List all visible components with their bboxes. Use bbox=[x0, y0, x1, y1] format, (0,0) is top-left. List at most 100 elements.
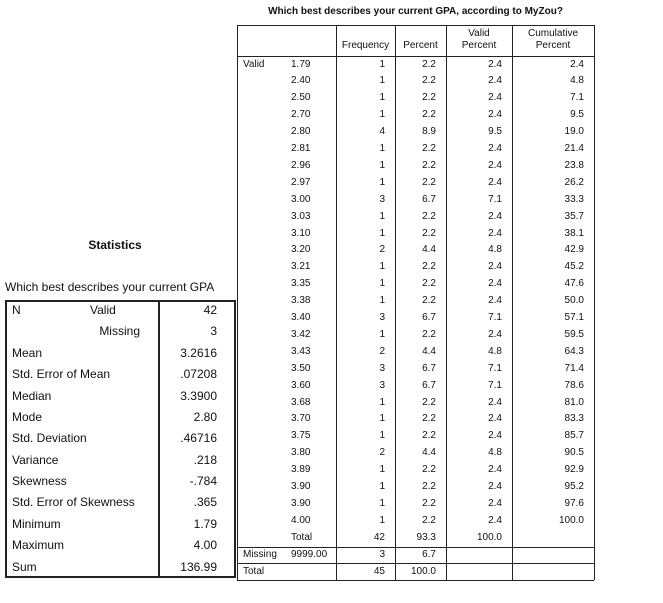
stat-value: 42 bbox=[203, 303, 217, 317]
cell-cumulative-percent: 97.6 bbox=[564, 497, 584, 509]
cell-frequency: 1 bbox=[379, 464, 385, 476]
cell-valid-percent: 2.4 bbox=[488, 396, 502, 408]
cell-frequency: 1 bbox=[379, 92, 385, 104]
stat-sublabel: Valid bbox=[90, 303, 116, 317]
rule bbox=[512, 25, 513, 580]
cell-percent: 2.2 bbox=[422, 464, 436, 476]
cell-cumulative-percent: 100.0 bbox=[558, 514, 584, 526]
cell-percent: 6.7 bbox=[422, 379, 436, 391]
rule bbox=[237, 547, 594, 548]
cell-percent: 2.2 bbox=[422, 109, 436, 121]
cell-percent: 4.4 bbox=[422, 244, 436, 256]
cell-cumulative-percent: 83.3 bbox=[564, 413, 584, 425]
cell-frequency: 3 bbox=[379, 548, 385, 560]
cell-percent: 2.2 bbox=[422, 481, 436, 492]
cell-frequency: 4 bbox=[379, 126, 385, 138]
group-label: Valid bbox=[243, 58, 265, 70]
cell-percent: 6.7 bbox=[422, 362, 436, 374]
cell-percent: 2.2 bbox=[422, 227, 436, 239]
cell-frequency: 1 bbox=[379, 109, 385, 121]
cell-cumulative-percent: 9.5 bbox=[570, 109, 584, 121]
cell-frequency: 1 bbox=[379, 328, 385, 340]
cell-value: 3.42 bbox=[291, 328, 311, 340]
stat-value: 3 bbox=[210, 324, 217, 339]
rule bbox=[234, 300, 236, 578]
cell-value: 3.80 bbox=[291, 447, 311, 459]
stat-label: Skewness bbox=[12, 474, 67, 489]
group-label: Missing bbox=[243, 548, 277, 560]
cell-percent: 2.2 bbox=[422, 413, 436, 425]
stat-value: 136.99 bbox=[180, 559, 217, 574]
cell-percent: 2.2 bbox=[422, 143, 436, 154]
cell-value: 3.38 bbox=[291, 295, 311, 307]
stat-label: Median bbox=[12, 388, 52, 403]
cell-frequency: 1 bbox=[379, 176, 385, 188]
cell-percent: 2.2 bbox=[422, 278, 436, 290]
stat-label: Variance bbox=[12, 452, 59, 467]
cell-frequency: 1 bbox=[379, 227, 385, 239]
cell-cumulative-percent: 19.0 bbox=[564, 126, 584, 138]
column-header: Frequency bbox=[341, 40, 390, 51]
cell-value: 3.68 bbox=[291, 396, 311, 408]
cell-cumulative-percent: 92.9 bbox=[564, 464, 584, 476]
cell-valid-percent: 9.5 bbox=[488, 126, 502, 138]
cell-cumulative-percent: 45.2 bbox=[564, 261, 584, 273]
cell-cumulative-percent: 64.3 bbox=[564, 345, 584, 357]
stat-value: .218 bbox=[193, 452, 217, 467]
cell-value: 2.70 bbox=[291, 109, 311, 121]
rule bbox=[5, 576, 236, 578]
cell-cumulative-percent: 38.1 bbox=[564, 227, 584, 239]
cell-cumulative-percent: 35.7 bbox=[564, 210, 584, 222]
cell-value: 3.75 bbox=[291, 430, 311, 442]
cell-percent: 6.7 bbox=[422, 193, 436, 205]
cell-percent: 2.2 bbox=[422, 210, 436, 222]
cell-valid-percent: 7.1 bbox=[488, 379, 502, 391]
cell-value: 2.40 bbox=[291, 75, 311, 87]
cell-valid-percent: 2.4 bbox=[488, 210, 502, 222]
cell-valid-percent: 2.4 bbox=[488, 58, 502, 70]
cell-valid-percent: 7.1 bbox=[488, 362, 502, 374]
stat-value: 3.3900 bbox=[180, 388, 217, 403]
cell-frequency: 1 bbox=[379, 295, 385, 307]
cell-percent: 2.2 bbox=[422, 514, 436, 526]
cell-frequency: 1 bbox=[379, 143, 385, 154]
column-header: Cumulative Percent bbox=[527, 28, 579, 51]
stat-value: 4.00 bbox=[193, 538, 217, 553]
cell-valid-percent: 2.4 bbox=[488, 295, 502, 307]
cell-value: 3.40 bbox=[291, 312, 311, 323]
rule bbox=[446, 25, 447, 580]
rule bbox=[158, 300, 160, 578]
stat-value: .46716 bbox=[180, 431, 217, 446]
rule bbox=[5, 300, 7, 578]
stat-label: N bbox=[12, 303, 21, 317]
column-header: Percent bbox=[403, 40, 438, 51]
stat-value: -.784 bbox=[189, 474, 217, 489]
rule bbox=[5, 300, 236, 302]
cell-percent: 6.7 bbox=[422, 548, 436, 560]
cell-percent: 2.2 bbox=[422, 75, 436, 87]
cell-valid-percent: 2.4 bbox=[488, 497, 502, 509]
cell-value: 2.50 bbox=[291, 92, 311, 104]
cell-frequency: 3 bbox=[379, 193, 385, 205]
cell-valid-percent: 2.4 bbox=[488, 159, 502, 171]
cell-value: 3.43 bbox=[291, 345, 311, 357]
stat-value: 2.80 bbox=[193, 409, 217, 424]
cell-valid-percent: 2.4 bbox=[488, 328, 502, 340]
group-label: Total bbox=[243, 565, 265, 577]
cell-cumulative-percent: 57.1 bbox=[564, 312, 584, 323]
cell-frequency: 3 bbox=[379, 362, 385, 374]
rule bbox=[237, 56, 594, 57]
cell-value: 3.35 bbox=[291, 278, 311, 290]
cell-cumulative-percent: 81.0 bbox=[564, 396, 584, 408]
rule bbox=[237, 25, 594, 26]
stat-value: 1.79 bbox=[193, 516, 217, 531]
rule bbox=[237, 25, 238, 580]
cell-percent: 2.2 bbox=[422, 261, 436, 273]
cell-percent: 2.2 bbox=[422, 430, 436, 442]
cell-valid-percent: 2.4 bbox=[488, 481, 502, 492]
statistics-subtitle: Which best describes your current GPA bbox=[5, 280, 215, 294]
cell-valid-percent: 100.0 bbox=[476, 531, 502, 543]
cell-value: 2.81 bbox=[291, 143, 311, 154]
cell-cumulative-percent: 59.5 bbox=[564, 328, 584, 340]
cell-value: 3.90 bbox=[291, 481, 311, 492]
